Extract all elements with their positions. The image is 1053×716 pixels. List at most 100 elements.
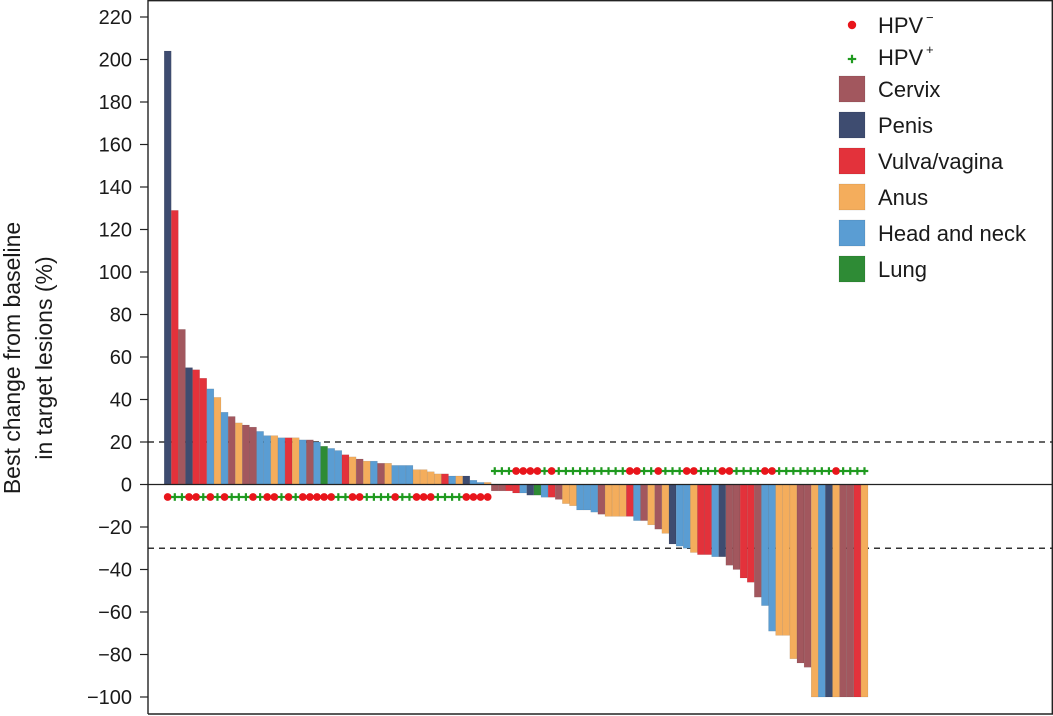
legend-item-anus: Anus [838,183,928,211]
legend-superscript: − [926,10,934,25]
hpv-negative-marker [426,493,435,501]
bar [604,484,613,517]
bar [427,471,435,485]
legend-label: Penis [878,113,933,138]
hpv-positive-marker [739,467,748,475]
bar [597,484,606,515]
legend-swatch [838,147,866,175]
bar [434,473,442,485]
hpv-positive-marker [789,467,798,475]
hpv-positive-marker [434,493,442,501]
y-axis-label: Best change from baseline in target lesi… [0,222,57,494]
hpv-positive-marker [498,467,506,475]
legend-item-vulva: Vulva/vagina [838,147,1004,175]
legend-superscript: + [926,42,934,57]
hpv-positive-marker [611,467,620,475]
hpv-negative-marker [263,493,272,501]
hpv-positive-marker [256,493,264,501]
bar [846,484,854,698]
bar [697,484,705,555]
legend-swatch [838,255,866,283]
bar [683,484,691,549]
hpv-positive-marker [675,467,684,475]
hpv-positive-marker [697,467,705,475]
bar [519,484,527,494]
bar [711,484,719,557]
hpv-negative-marker [419,493,428,501]
hpv-negative-marker [469,493,478,501]
bar [818,484,826,698]
legend-item-hpv-pos: HPV + [847,42,934,70]
bar [768,484,776,632]
bar [313,441,321,485]
y-tick-label: 120 [99,220,132,242]
hpv-negative-marker [270,493,279,501]
reference-lines [148,441,1053,549]
bar [163,50,172,485]
hpv-positive-marker [618,467,627,475]
hpv-positive-icon [847,54,857,64]
hpv-positive-marker [711,467,719,475]
hpv-negative-marker [355,493,364,501]
bar [569,484,577,506]
bar [619,484,627,517]
hpv-positive-marker [291,493,300,501]
hpv-markers [163,467,869,501]
y-tick-label: 180 [99,92,132,114]
y-tick-label: −40 [98,560,132,582]
hpv-negative-marker [249,493,257,501]
hpv-positive-marker [277,493,286,501]
hpv-positive-marker [661,467,670,475]
bar [462,475,471,485]
bar [405,465,414,485]
bar [533,484,542,496]
hpv-negative-marker [483,493,492,501]
hpv-positive-marker [569,467,577,475]
bar [512,484,520,494]
bar [789,484,798,659]
bar [811,484,819,698]
bar [284,437,293,485]
hpv-negative-marker [832,467,840,475]
y-tick-label: −80 [98,645,132,667]
y-axis-label-line-2: in target lesions (%) [31,256,57,459]
hpv-positive-marker [583,467,591,475]
bar [853,484,862,698]
bars [163,50,869,698]
hpv-positive-marker [341,493,350,501]
hpv-positive-marker [227,493,236,501]
hpv-negative-marker [718,467,727,475]
legend-label: Vulva/vagina [878,149,1004,174]
hpv-positive-marker [604,467,613,475]
legend-item-headneck: Head and neck [838,219,1027,247]
bar [355,458,364,485]
hpv-negative-marker [512,467,520,475]
hpv-positive-marker [839,467,847,475]
bar [761,484,769,606]
bar [626,484,634,517]
bar [455,475,463,485]
y-tick-label: −60 [98,602,132,624]
bar [583,484,591,511]
bar [704,484,712,555]
hpv-negative-marker [313,493,321,501]
hpv-negative-marker [682,467,691,475]
bar [242,424,250,485]
hpv-positive-marker [746,467,755,475]
hpv-positive-marker [775,467,783,475]
bar [377,463,385,485]
bar [235,422,243,485]
hpv-negative-marker [206,493,215,501]
bar [220,412,229,485]
legend-label: Cervix [878,77,940,102]
hpv-negative-marker [625,467,634,475]
hpv-positive-marker [597,467,606,475]
y-axis-label-line-1: Best change from baseline [0,222,25,494]
y-tick-label: 80 [110,305,132,327]
legend-item-lung: Lung [838,255,927,283]
bar [668,484,677,545]
bar [747,484,755,583]
hpv-positive-marker [846,467,855,475]
bar [491,484,499,492]
